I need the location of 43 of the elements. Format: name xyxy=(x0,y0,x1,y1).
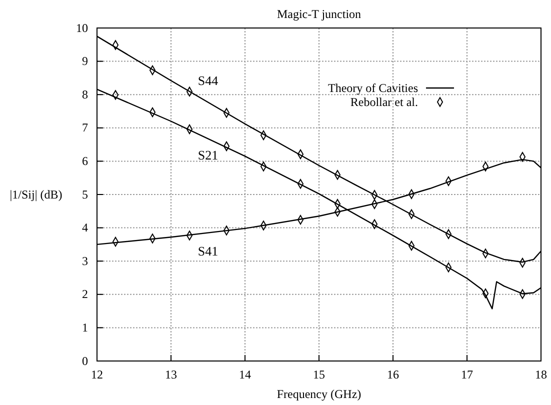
x-tick-label: 15 xyxy=(313,368,325,382)
y-tick-label: 6 xyxy=(82,154,88,168)
legend-label: Theory of Cavities xyxy=(328,81,418,95)
point xyxy=(223,226,230,236)
point xyxy=(260,162,267,172)
x-tick-label: 18 xyxy=(535,368,547,382)
point xyxy=(223,108,230,118)
x-tick-label: 16 xyxy=(387,368,399,382)
x-tick-label: 12 xyxy=(91,368,103,382)
point xyxy=(482,248,489,258)
point xyxy=(519,289,526,299)
point xyxy=(260,220,267,230)
point xyxy=(112,40,119,50)
x-tick-label: 13 xyxy=(165,368,177,382)
y-tick-label: 3 xyxy=(82,254,88,268)
annotation: S21 xyxy=(198,147,218,162)
point xyxy=(112,90,119,100)
point xyxy=(149,234,156,244)
point xyxy=(519,152,526,162)
point xyxy=(186,230,193,240)
point xyxy=(186,86,193,96)
y-axis-title: |1/Sij| (dB) xyxy=(10,188,62,202)
chart-title: Magic-T junction xyxy=(276,7,362,21)
y-tick-label: 10 xyxy=(76,20,88,35)
y-tick-label: 9 xyxy=(82,54,88,68)
point xyxy=(371,219,378,229)
y-tick-label: 2 xyxy=(82,287,88,302)
annotation: S44 xyxy=(198,72,219,88)
legend-label: Rebollar et al. xyxy=(350,95,418,109)
point xyxy=(482,162,489,172)
y-tick-label: 1 xyxy=(82,320,88,335)
x-tick-label: 14 xyxy=(239,368,251,382)
annotation: S41 xyxy=(198,243,218,258)
y-tick-label: 5 xyxy=(82,187,88,202)
y-tick-label: 8 xyxy=(82,87,88,102)
point xyxy=(482,288,489,298)
y-tick-label: 4 xyxy=(82,220,88,235)
y-tick-label: 0 xyxy=(82,354,88,368)
x-tick-label: 17 xyxy=(461,368,473,382)
x-axis-title: Frequency (GHz) xyxy=(276,387,362,401)
point xyxy=(445,229,452,239)
y-tick-label: 7 xyxy=(82,120,88,135)
point xyxy=(445,262,452,272)
